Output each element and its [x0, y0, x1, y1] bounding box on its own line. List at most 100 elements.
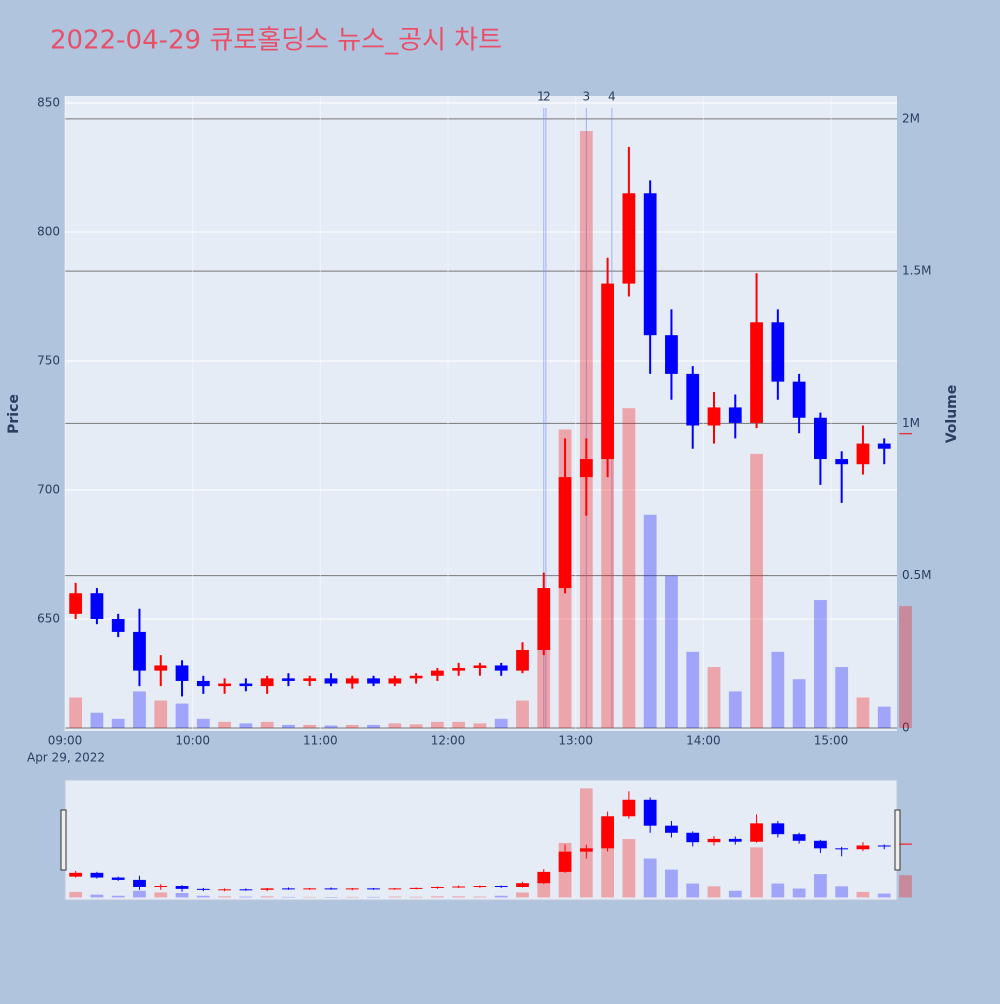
slider-candle-body	[388, 888, 401, 889]
volume-bar	[69, 697, 82, 727]
slider-volume-bar	[282, 897, 295, 898]
volume-bar	[346, 725, 359, 728]
slider-volume-bar	[176, 893, 189, 897]
range-slider[interactable]	[65, 780, 897, 900]
candle-body	[346, 678, 359, 683]
slider-candle-body	[495, 886, 508, 887]
y-tick-label: 750	[37, 353, 60, 367]
range-handle[interactable]	[895, 810, 900, 870]
slider-candle-body	[814, 841, 827, 849]
slider-candle-body	[452, 886, 465, 887]
candle-body	[495, 665, 508, 670]
slider-candle-body	[729, 839, 742, 842]
candle-body	[878, 444, 891, 449]
slider-candle-body	[218, 889, 231, 890]
candle-body	[112, 619, 125, 632]
slider-candle-body	[580, 848, 593, 851]
slider-candle-body	[665, 826, 678, 833]
slider-candle-body	[69, 873, 82, 877]
volume-bar	[303, 725, 316, 728]
x-tick-label: 12:00	[431, 734, 466, 748]
range-handle[interactable]	[61, 810, 66, 870]
candle-body	[410, 676, 423, 679]
slider-candle-body	[559, 852, 572, 872]
slider-candle-body	[112, 878, 125, 880]
slider-volume-bar	[537, 882, 550, 898]
candle-body	[452, 668, 465, 671]
slider-candle-body	[346, 888, 359, 889]
slider-volume-bar	[580, 788, 593, 897]
slider-volume-bar	[516, 892, 529, 897]
slider-volume-bar	[623, 839, 636, 897]
slider-candle-body	[899, 844, 912, 845]
volume-bar	[623, 408, 636, 728]
volume-bar	[835, 667, 848, 728]
slider-candle-body	[750, 823, 763, 841]
volume-bar	[452, 722, 465, 728]
slider-volume-bar	[154, 892, 167, 897]
candle-body	[239, 684, 252, 687]
slider-candle-body	[367, 888, 380, 889]
slider-candle-body	[261, 888, 274, 889]
slider-candle-body	[410, 888, 423, 889]
candle-body	[367, 678, 380, 683]
candle-body	[708, 407, 721, 425]
volume-bar	[729, 691, 742, 728]
volume-bar	[899, 606, 912, 728]
candle-body	[750, 322, 763, 423]
y-axis-title: Price	[6, 394, 22, 434]
slider-candle-body	[857, 845, 870, 849]
slider-candle-body	[154, 886, 167, 887]
slider-volume-bar	[69, 892, 82, 898]
slider-volume-bar	[793, 889, 806, 898]
slider-volume-bar	[708, 886, 721, 897]
slider-candle-body	[878, 845, 891, 846]
slider-candle-body	[133, 880, 146, 887]
slider-volume-bar	[197, 896, 210, 898]
candle-body	[793, 382, 806, 418]
y2-tick-label: 0.5M	[902, 568, 931, 582]
slider-volume-bar	[665, 870, 678, 898]
candle-body	[857, 444, 870, 465]
candle-body	[729, 407, 742, 422]
candle-body	[431, 671, 444, 676]
slider-candle-body	[176, 886, 189, 889]
candle-body	[261, 678, 274, 686]
candle-body	[580, 459, 593, 477]
x-date-label: Apr 29, 2022	[27, 751, 105, 765]
slider-candle-body	[474, 886, 487, 887]
slider-volume-bar	[133, 891, 146, 898]
x-tick-label: 14:00	[686, 734, 721, 748]
volume-bar	[708, 667, 721, 728]
x-tick-label: 15:00	[814, 734, 849, 748]
annotation-label: 3	[583, 90, 591, 104]
slider-candle-body	[708, 839, 721, 842]
slider-volume-bar	[771, 884, 784, 898]
slider-candle-body	[793, 834, 806, 841]
volume-bar	[537, 643, 550, 728]
slider-candle-body	[325, 888, 338, 889]
volume-bar	[239, 723, 252, 728]
slider-volume-bar	[857, 892, 870, 898]
volume-bar	[644, 515, 657, 728]
y2-axis-title: Volume	[944, 385, 960, 444]
candle-body	[814, 418, 827, 459]
candle-body	[218, 684, 231, 687]
candle-body	[69, 593, 82, 614]
slider-volume-bar	[750, 847, 763, 897]
slider-volume-bar	[878, 894, 891, 898]
volume-bar	[176, 704, 189, 728]
candle-body	[623, 193, 636, 283]
volume-bar	[580, 131, 593, 728]
x-tick-label: 10:00	[175, 734, 210, 748]
volume-bar	[410, 724, 423, 728]
slider-candle-body	[431, 887, 444, 888]
y-tick-label: 800	[37, 224, 60, 238]
x-tick-label: 09:00	[48, 734, 83, 748]
y-tick-label: 650	[37, 612, 60, 626]
slider-volume-bar	[112, 896, 125, 898]
slider-volume-bar	[388, 897, 401, 898]
candle-body	[176, 665, 189, 680]
